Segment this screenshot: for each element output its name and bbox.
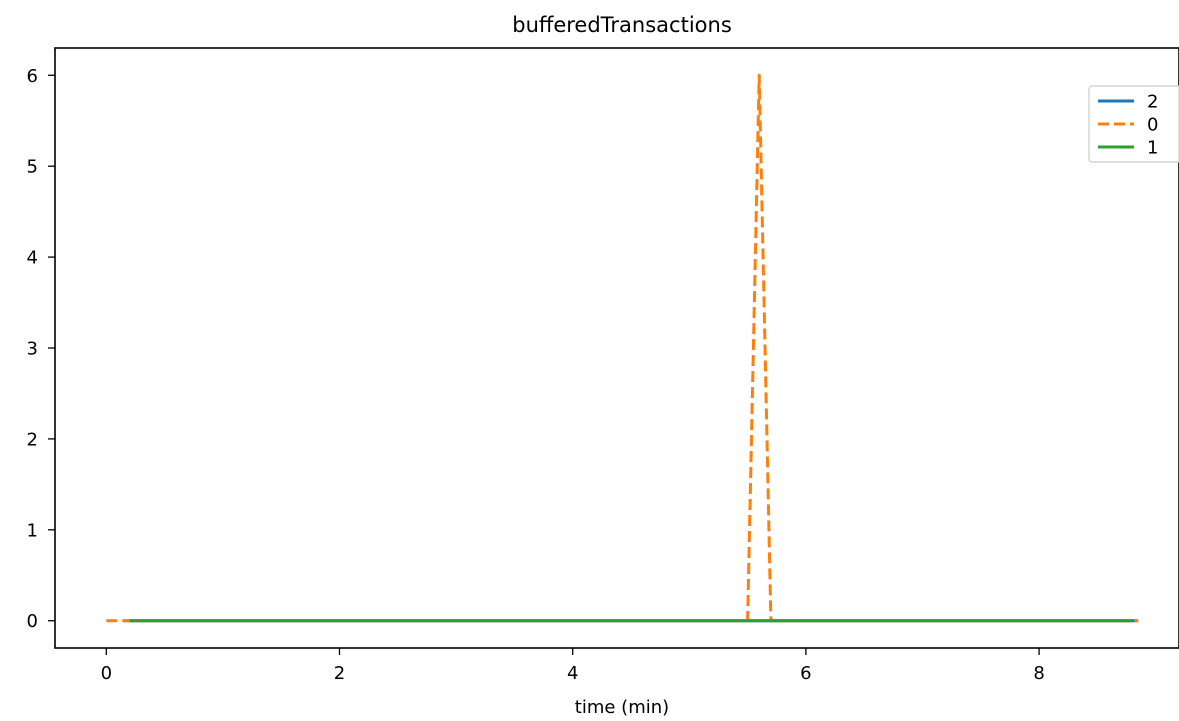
- legend: 201: [1088, 85, 1179, 163]
- x-tick-label: 2: [334, 663, 345, 684]
- legend-box: [1088, 85, 1179, 163]
- x-tick-label: 6: [800, 663, 811, 684]
- x-tick-label: 8: [1033, 663, 1044, 684]
- chart-title: bufferedTransactions: [512, 13, 732, 37]
- plot-series: [106, 73, 1139, 623]
- x-axis: 0 2 4 6 8: [101, 648, 1045, 684]
- plot-frame: [54, 47, 1179, 649]
- x-axis-label: time (min): [575, 697, 669, 718]
- x-tick-label: 4: [567, 663, 578, 684]
- y-tick-label: 6: [27, 66, 38, 87]
- y-tick-label: 3: [27, 339, 38, 360]
- y-tick-label: 1: [27, 520, 38, 541]
- x-tick-label: 0: [101, 663, 112, 684]
- y-tick-label: 0: [27, 611, 38, 632]
- legend-label-2: 2: [1147, 92, 1158, 113]
- legend-label-0: 0: [1147, 115, 1158, 136]
- y-axis: 0 1 2 3 4 5 6: [27, 66, 55, 632]
- series-line-0: [106, 73, 1139, 623]
- y-tick-label: 4: [27, 248, 38, 269]
- y-tick-label: 5: [27, 157, 38, 178]
- y-tick-label: 2: [27, 429, 38, 450]
- legend-label-1: 1: [1147, 138, 1158, 159]
